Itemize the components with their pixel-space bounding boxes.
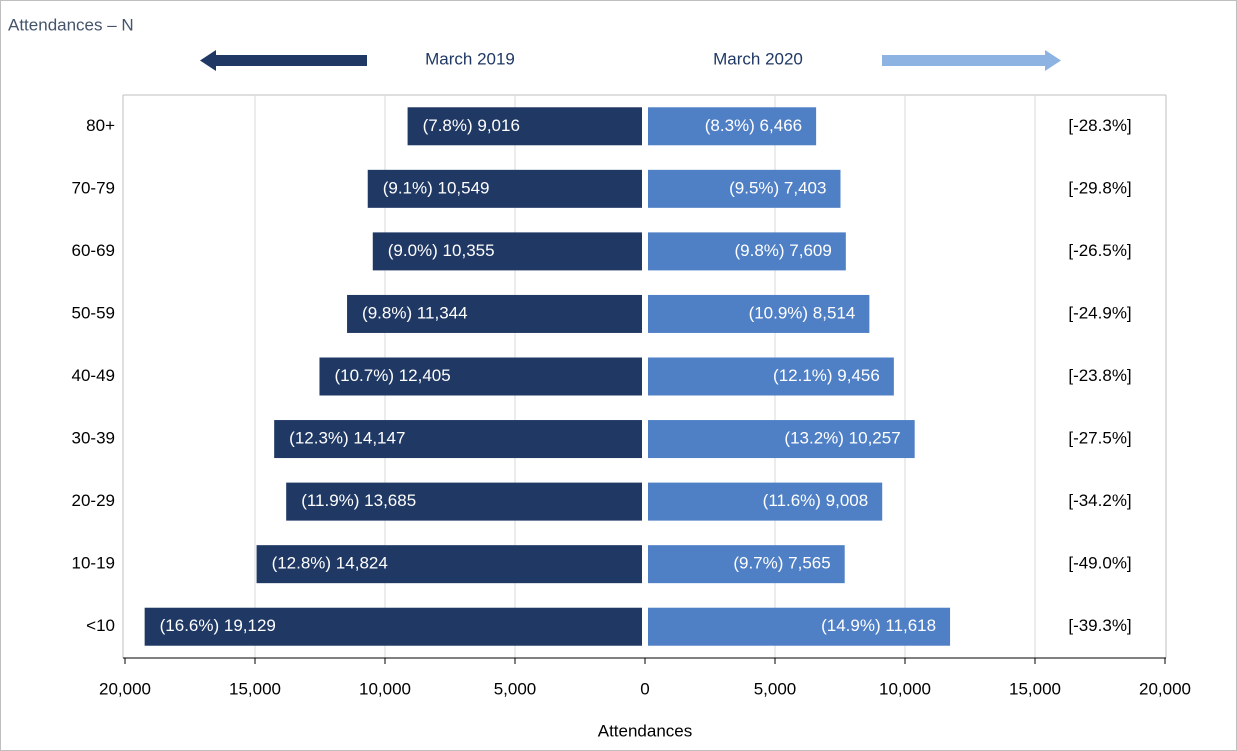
value-label: (10.7%) 12,405 (334, 366, 450, 385)
x-tick-label: 15,000 (1009, 679, 1061, 698)
y-tick-label: 10-19 (72, 554, 115, 573)
bar (372, 232, 642, 271)
y-tick-label: 60-69 (72, 241, 115, 260)
x-tick-label: 15,000 (229, 679, 281, 698)
value-label: (11.9%) 13,685 (301, 491, 416, 510)
x-tick-label: 5,000 (754, 679, 797, 698)
x-tick-label: 0 (640, 679, 649, 698)
bar (347, 294, 642, 333)
change-label: [-28.3%] (1068, 116, 1131, 135)
bar (648, 545, 845, 584)
value-label: (10.9%) 8,514 (749, 303, 856, 322)
bar (648, 420, 915, 459)
y-tick-label: 40-49 (72, 366, 115, 385)
x-tick-label: 20,000 (1139, 679, 1191, 698)
value-label: (11.6%) 9,008 (763, 491, 869, 510)
y-tick-label: 20-29 (72, 491, 115, 510)
bar (274, 420, 642, 459)
legend-arrow-head (1045, 50, 1061, 71)
legend-label: March 2019 (425, 49, 515, 68)
bar (256, 545, 642, 584)
bar (648, 482, 883, 521)
change-label: [-24.9%] (1068, 303, 1131, 322)
y-tick-label: 50-59 (72, 303, 115, 322)
bar (648, 232, 846, 271)
change-label: [-27.5%] (1068, 429, 1131, 448)
value-label: (9.1%) 10,549 (383, 178, 490, 197)
x-axis-title: Attendances (598, 721, 693, 740)
bar (319, 357, 642, 396)
value-label: (7.8%) 9,016 (423, 116, 520, 135)
bar (367, 169, 642, 208)
bar (407, 107, 642, 146)
value-label: (8.3%) 6,466 (705, 116, 802, 135)
legend-arrow-head (200, 50, 216, 71)
value-label: (16.6%) 19,129 (160, 616, 276, 635)
x-tick-label: 10,000 (879, 679, 931, 698)
bar (648, 294, 870, 333)
change-label: [-29.8%] (1068, 178, 1131, 197)
chart-title: Attendances – N (8, 15, 134, 34)
y-tick-label: 80+ (86, 116, 115, 135)
change-label: [-49.0%] (1068, 554, 1131, 573)
value-label: (13.2%) 10,257 (784, 429, 900, 448)
y-tick-label: <10 (86, 616, 115, 635)
y-tick-label: 70-79 (72, 178, 115, 197)
x-tick-label: 5,000 (494, 679, 537, 698)
y-tick-label: 30-39 (72, 429, 115, 448)
change-label: [-34.2%] (1068, 491, 1131, 510)
bar (648, 107, 817, 146)
change-label: [-26.5%] (1068, 241, 1131, 260)
bar (144, 607, 642, 646)
change-label: [-23.8%] (1068, 366, 1131, 385)
value-label: (12.3%) 14,147 (289, 429, 405, 448)
bar (648, 357, 894, 396)
bar (648, 169, 841, 208)
value-label: (9.8%) 11,344 (362, 303, 468, 322)
legend-label: March 2020 (713, 49, 803, 68)
change-label: [-39.3%] (1068, 616, 1131, 635)
legend-arrow (882, 55, 1046, 66)
value-label: (9.7%) 7,565 (733, 554, 830, 573)
x-tick-label: 20,000 (99, 679, 151, 698)
value-label: (9.0%) 10,355 (388, 241, 495, 260)
bar (286, 482, 642, 521)
bar (648, 607, 951, 646)
value-label: (9.5%) 7,403 (729, 178, 826, 197)
legend-arrow (214, 55, 367, 66)
value-label: (14.9%) 11,618 (821, 616, 936, 635)
value-label: (9.8%) 7,609 (734, 241, 831, 260)
value-label: (12.8%) 14,824 (272, 554, 388, 573)
value-label: (12.1%) 9,456 (773, 366, 880, 385)
x-tick-label: 10,000 (359, 679, 411, 698)
